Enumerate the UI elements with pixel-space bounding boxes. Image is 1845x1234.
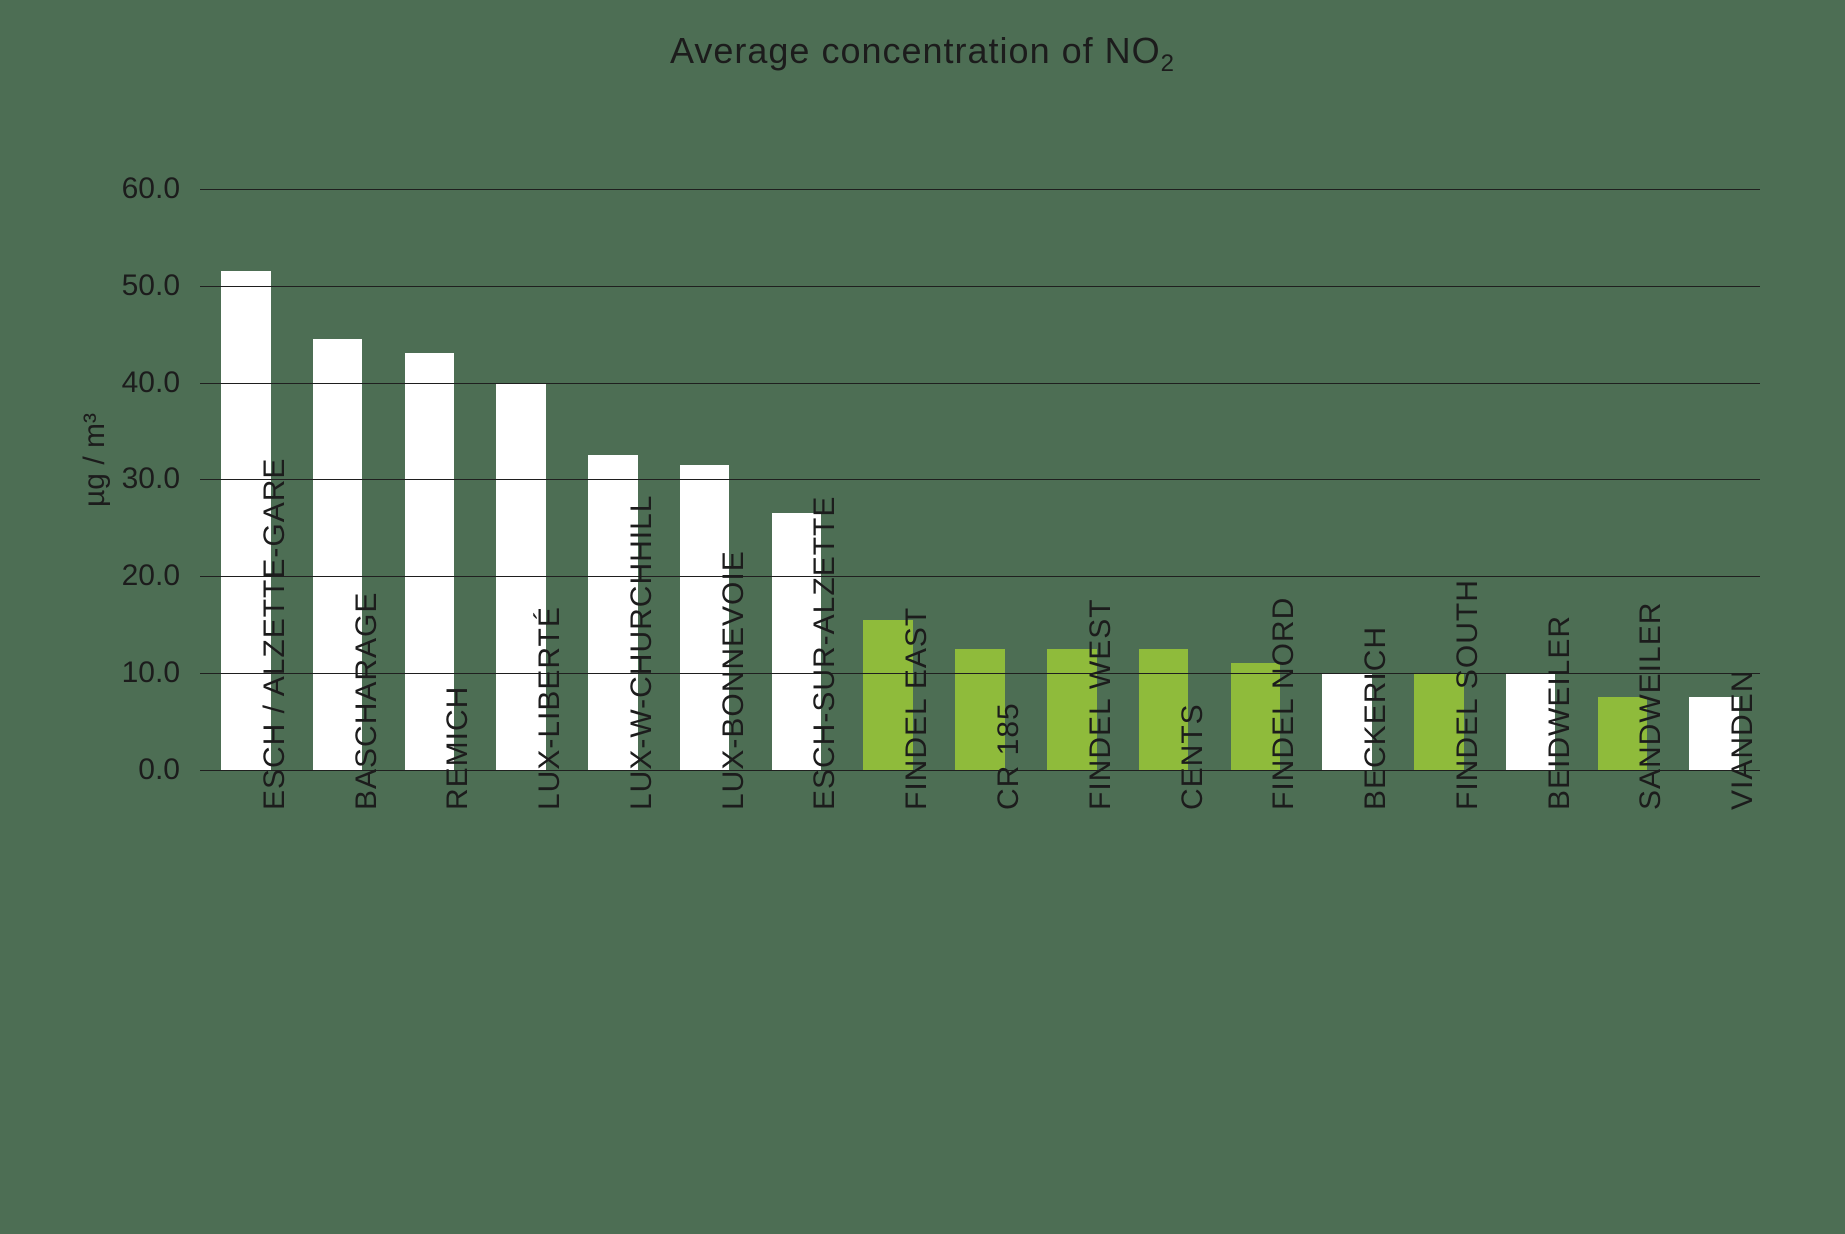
y-axis-label: µg / m³ (78, 413, 112, 507)
x-tick-label: FINDEL NORD (1267, 597, 1301, 810)
x-tick-label: ESCH / ALZETTE-GARE (258, 458, 292, 810)
x-tick-label: FINDEL WEST (1084, 598, 1118, 810)
y-tick-label: 40.0 (122, 366, 200, 400)
y-tick-label: 60.0 (122, 172, 200, 206)
x-tick-label: ESCH-SUR-ALZETTE (808, 496, 842, 810)
x-tick-label: LUX-BONNEVOIE (717, 550, 751, 810)
bars-group (200, 150, 1760, 770)
chart-title-text: Average concentration of NO2 (670, 30, 1175, 71)
x-tick-label: BEIDWEILER (1543, 615, 1577, 810)
x-tick-label: FINDEL EAST (900, 607, 934, 810)
x-tick-label: CENTS (1176, 703, 1210, 810)
y-tick-label: 0.0 (138, 753, 200, 787)
y-tick-label: 20.0 (122, 559, 200, 593)
plot-area: 0.010.020.030.040.050.060.0 (200, 150, 1760, 770)
x-tick-label: LUX-LIBERTÉ (533, 606, 567, 810)
y-tick-label: 50.0 (122, 269, 200, 303)
grid-line (200, 189, 1760, 190)
grid-line (200, 383, 1760, 384)
grid-line (200, 673, 1760, 674)
x-tick-label: REMICH (441, 686, 475, 810)
grid-line (200, 286, 1760, 287)
x-tick-label: VIANDEN (1726, 670, 1760, 810)
x-tick-label: LUX-W-CHURCHHILL (625, 495, 659, 810)
y-tick-label: 10.0 (122, 656, 200, 690)
chart-container: Average concentration of NO2 µg / m³ 0.0… (0, 0, 1845, 1234)
grid-line (200, 479, 1760, 480)
grid-line (200, 770, 1760, 771)
x-tick-label: CR 185 (992, 702, 1026, 810)
x-tick-label: SANDWEILER (1634, 602, 1668, 810)
chart-title: Average concentration of NO2 (0, 30, 1845, 78)
x-tick-label: BECKERICH (1359, 626, 1393, 810)
x-tick-label: FINDEL SOUTH (1451, 579, 1485, 810)
grid-line (200, 576, 1760, 577)
y-tick-label: 30.0 (122, 462, 200, 496)
x-tick-label: BASCHARAGE (350, 592, 384, 810)
